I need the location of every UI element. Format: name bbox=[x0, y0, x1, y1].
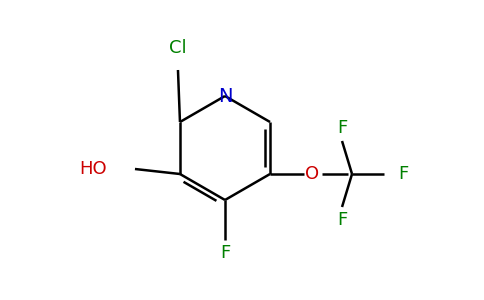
Text: N: N bbox=[218, 86, 232, 106]
Text: O: O bbox=[305, 165, 319, 183]
Text: HO: HO bbox=[79, 160, 107, 178]
Text: F: F bbox=[337, 211, 347, 229]
Text: Cl: Cl bbox=[169, 39, 187, 57]
Text: F: F bbox=[398, 165, 408, 183]
Text: F: F bbox=[220, 244, 230, 262]
Text: F: F bbox=[337, 119, 347, 137]
